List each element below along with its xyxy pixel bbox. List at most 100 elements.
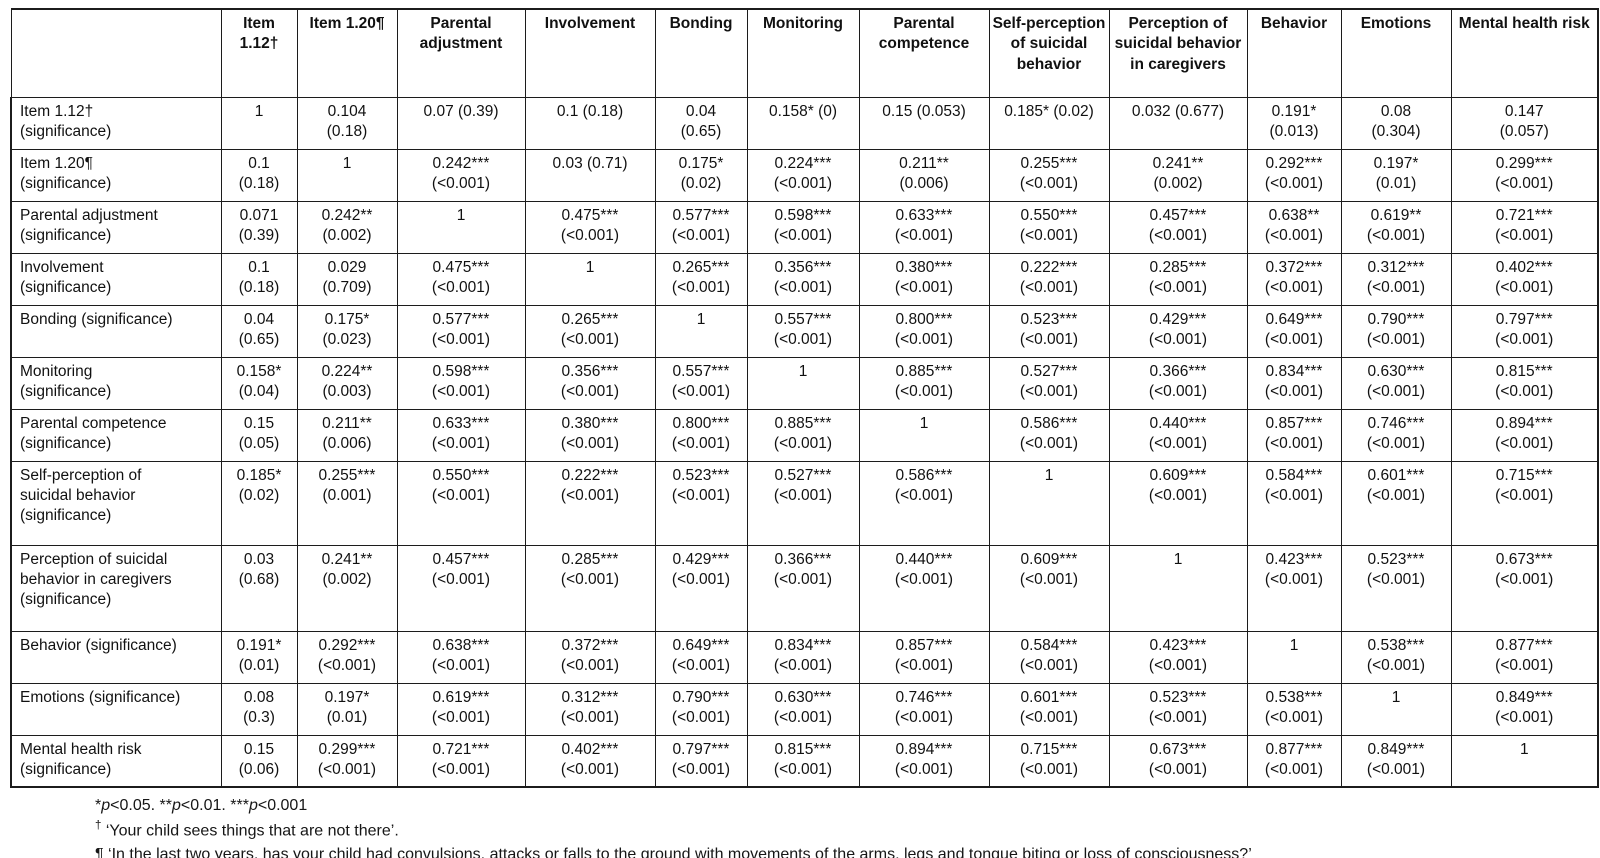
correlation-cell: 0.175* (0.02) [654, 148, 748, 202]
correlation-cell: 0.630*** (<0.001) [1340, 356, 1452, 410]
row-label: Item 1.12† (significance) [10, 96, 222, 150]
correlation-cell: 0.285*** (<0.001) [1108, 252, 1248, 306]
correlation-cell: 0.197* (0.01) [1340, 148, 1452, 202]
correlation-cell: 0.15 (0.06) [220, 734, 298, 788]
correlation-cell: 0.834*** (<0.001) [1246, 356, 1342, 410]
correlation-cell: 1 [858, 408, 990, 462]
correlation-cell: 0.885*** (<0.001) [746, 408, 860, 462]
correlation-cell: 0.15 (0.05) [220, 408, 298, 462]
table-row: Item 1.12† (significance) 1 0.104 (0.18) 0.… [10, 96, 1599, 150]
correlation-table: Item 1.12† Item 1.20¶ Parental adjustment I… [10, 8, 1599, 788]
correlation-cell: 0.557*** (<0.001) [654, 356, 748, 410]
row-label: Bonding (significance) [10, 304, 222, 358]
correlation-cell: 0.185* (0.02) [220, 460, 298, 546]
correlation-cell: 0.380*** (<0.001) [524, 408, 656, 462]
correlation-cell: 0.800*** (<0.001) [654, 408, 748, 462]
correlation-cell: 0.857*** (<0.001) [858, 630, 990, 684]
correlation-cell: 0.158* (0) [746, 96, 860, 150]
correlation-cell: 0.721*** (<0.001) [1450, 200, 1599, 254]
column-header: Mental health risk [1450, 8, 1599, 98]
correlation-cell: 0.299*** (<0.001) [296, 734, 398, 788]
correlation-cell: 0.241** (0.002) [1108, 148, 1248, 202]
correlation-cell: 0.440*** (<0.001) [858, 544, 990, 632]
correlation-cell: 0.265*** (<0.001) [524, 304, 656, 358]
table-row: Item 1.20¶ (significance) 0.1 (0.18) 1 0.24… [10, 148, 1599, 202]
correlation-cell: 0.402*** (<0.001) [524, 734, 656, 788]
correlation-cell: 0.03 (0.71) [524, 148, 656, 202]
table-row: Monitoring (significance) 0.158* (0.04) 0.… [10, 356, 1599, 410]
row-label: Emotions (significance) [10, 682, 222, 736]
correlation-cell: 0.800*** (<0.001) [858, 304, 990, 358]
row-label: Mental health risk (significance) [10, 734, 222, 788]
correlation-cell: 1 [296, 148, 398, 202]
correlation-cell: 0.527*** (<0.001) [988, 356, 1110, 410]
correlation-cell: 1 [1108, 544, 1248, 632]
header-row: Item 1.12† Item 1.20¶ Parental adjustment I… [10, 8, 1599, 98]
correlation-cell: 0.423*** (<0.001) [1108, 630, 1248, 684]
correlation-cell: 0.292*** (<0.001) [1246, 148, 1342, 202]
correlation-cell: 0.242** (0.002) [296, 200, 398, 254]
correlation-cell: 0.158* (0.04) [220, 356, 298, 410]
row-label: Parental adjustment (significance) [10, 200, 222, 254]
correlation-cell: 0.609*** (<0.001) [1108, 460, 1248, 546]
correlation-cell: 0.440*** (<0.001) [1108, 408, 1248, 462]
table-row: Involvement (significance) 0.1 (0.18) 0.02… [10, 252, 1599, 306]
correlation-cell: 0.584*** (<0.001) [1246, 460, 1342, 546]
correlation-cell: 0.586*** (<0.001) [988, 408, 1110, 462]
correlation-cell: 0.429*** (<0.001) [654, 544, 748, 632]
row-label: Parental competence (significance) [10, 408, 222, 462]
footnote-dagger: † ‘Your child sees things that are not t… [95, 818, 1595, 843]
column-header: Item 1.12† [220, 8, 298, 98]
correlation-cell: 0.366*** (<0.001) [1108, 356, 1248, 410]
correlation-cell: 1 [1246, 630, 1342, 684]
correlation-cell: 0.285*** (<0.001) [524, 544, 656, 632]
correlation-cell: 1 [396, 200, 526, 254]
correlation-cell: 0.299*** (<0.001) [1450, 148, 1599, 202]
correlation-cell: 0.815*** (<0.001) [1450, 356, 1599, 410]
correlation-cell: 0.312*** (<0.001) [1340, 252, 1452, 306]
correlation-cell: 0.222*** (<0.001) [524, 460, 656, 546]
table-corner-stub [10, 8, 222, 98]
correlation-cell: 0.577*** (<0.001) [396, 304, 526, 358]
correlation-cell: 0.523*** (<0.001) [1340, 544, 1452, 632]
row-label: Perception of suicidal behavior in careg… [10, 544, 222, 632]
correlation-cell: 0.577*** (<0.001) [654, 200, 748, 254]
correlation-cell: 0.815*** (<0.001) [746, 734, 860, 788]
correlation-cell: 0.609*** (<0.001) [988, 544, 1110, 632]
correlation-cell: 0.598*** (<0.001) [396, 356, 526, 410]
correlation-cell: 0.03 (0.68) [220, 544, 298, 632]
correlation-cell: 0.197* (0.01) [296, 682, 398, 736]
correlation-cell: 0.633*** (<0.001) [858, 200, 990, 254]
table-row: Perception of suicidal behavior in careg… [10, 544, 1599, 632]
correlation-cell: 0.372*** (<0.001) [524, 630, 656, 684]
correlation-cell: 0.557*** (<0.001) [746, 304, 860, 358]
correlation-cell: 0.584*** (<0.001) [988, 630, 1110, 684]
correlation-cell: 0.721*** (<0.001) [396, 734, 526, 788]
correlation-cell: 0.457*** (<0.001) [396, 544, 526, 632]
correlation-cell: 0.457*** (<0.001) [1108, 200, 1248, 254]
correlation-cell: 0.619*** (<0.001) [396, 682, 526, 736]
correlation-cell: 0.601*** (<0.001) [988, 682, 1110, 736]
correlation-cell: 1 [654, 304, 748, 358]
column-header: Behavior [1246, 8, 1342, 98]
footnote-pilcrow: ¶ ‘In the last two years, has your child… [95, 843, 1595, 858]
correlation-cell: 0.191* (0.013) [1246, 96, 1342, 150]
correlation-cell: 0.857*** (<0.001) [1246, 408, 1342, 462]
correlation-cell: 0.877*** (<0.001) [1246, 734, 1342, 788]
correlation-cell: 0.265*** (<0.001) [654, 252, 748, 306]
correlation-cell: 0.834*** (<0.001) [746, 630, 860, 684]
correlation-cell: 0.601*** (<0.001) [1340, 460, 1452, 546]
column-header: Item 1.20¶ [296, 8, 398, 98]
correlation-cell: 0.356*** (<0.001) [524, 356, 656, 410]
correlation-cell: 0.08 (0.304) [1340, 96, 1452, 150]
correlation-cell: 0.673*** (<0.001) [1108, 734, 1248, 788]
correlation-cell: 0.08 (0.3) [220, 682, 298, 736]
correlation-cell: 0.423*** (<0.001) [1246, 544, 1342, 632]
correlation-cell: 0.885*** (<0.001) [858, 356, 990, 410]
correlation-cell: 0.523*** (<0.001) [988, 304, 1110, 358]
correlation-cell: 0.619** (<0.001) [1340, 200, 1452, 254]
correlation-cell: 1 [220, 96, 298, 150]
correlation-cell: 0.255*** (0.001) [296, 460, 398, 546]
correlation-cell: 0.211** (0.006) [296, 408, 398, 462]
